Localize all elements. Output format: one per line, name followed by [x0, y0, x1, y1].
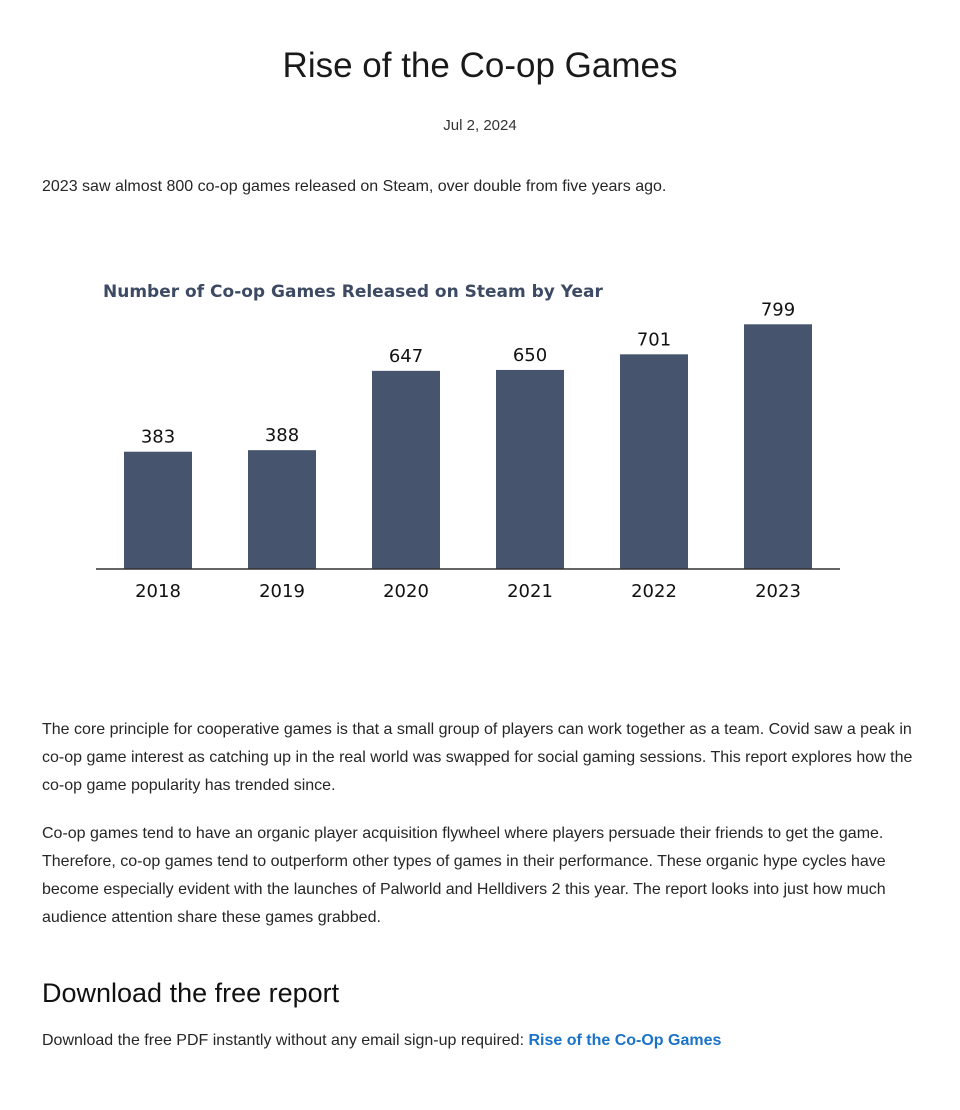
x-tick-label-2020: 2020: [383, 581, 429, 602]
value-label-2020: 647: [389, 346, 423, 367]
chart-title: Number of Co-op Games Released on Steam …: [103, 282, 604, 302]
bar-2023: [744, 324, 812, 569]
value-label-2021: 650: [513, 345, 547, 366]
x-tick-label-2018: 2018: [135, 581, 181, 602]
bars-layer: [124, 324, 812, 569]
value-label-2019: 388: [265, 425, 299, 446]
value-labels-layer: 383 388 647 650 701 799: [141, 299, 795, 447]
x-tick-label-2019: 2019: [259, 581, 305, 602]
value-label-2022: 701: [637, 329, 671, 350]
bar-2020: [372, 370, 440, 569]
bar-2022: [620, 354, 688, 569]
page-title: Rise of the Co-op Games: [282, 46, 678, 85]
x-tick-labels-layer: 2018 2019 2020 2021 2022 2023: [135, 581, 801, 602]
body-paragraph-1: The core principle for cooperative games…: [42, 721, 913, 794]
value-label-2018: 383: [141, 427, 175, 448]
x-tick-label-2022: 2022: [631, 581, 677, 602]
download-report-link[interactable]: Rise of the Co-Op Games: [528, 1032, 722, 1049]
download-text: Download the free PDF instantly without …: [42, 1032, 529, 1049]
download-heading: Download the free report: [42, 978, 340, 1008]
intro-paragraph: 2023 saw almost 800 co-op games released…: [42, 178, 667, 195]
value-label-2023: 799: [761, 299, 795, 320]
download-line: Download the free PDF instantly without …: [42, 1030, 922, 1052]
x-tick-label-2023: 2023: [755, 581, 801, 602]
bar-2021: [496, 369, 564, 569]
bar-2018: [124, 451, 192, 569]
body-paragraph-2: Co-op games tend to have an organic play…: [42, 825, 886, 926]
bar-chart-svg: Number of Co-op Games Released on Steam …: [96, 282, 840, 602]
bar-2019: [248, 450, 316, 569]
x-tick-label-2021: 2021: [507, 581, 553, 602]
post-date: Jul 2, 2024: [443, 117, 517, 134]
bar-chart: Number of Co-op Games Released on Steam …: [60, 264, 860, 624]
